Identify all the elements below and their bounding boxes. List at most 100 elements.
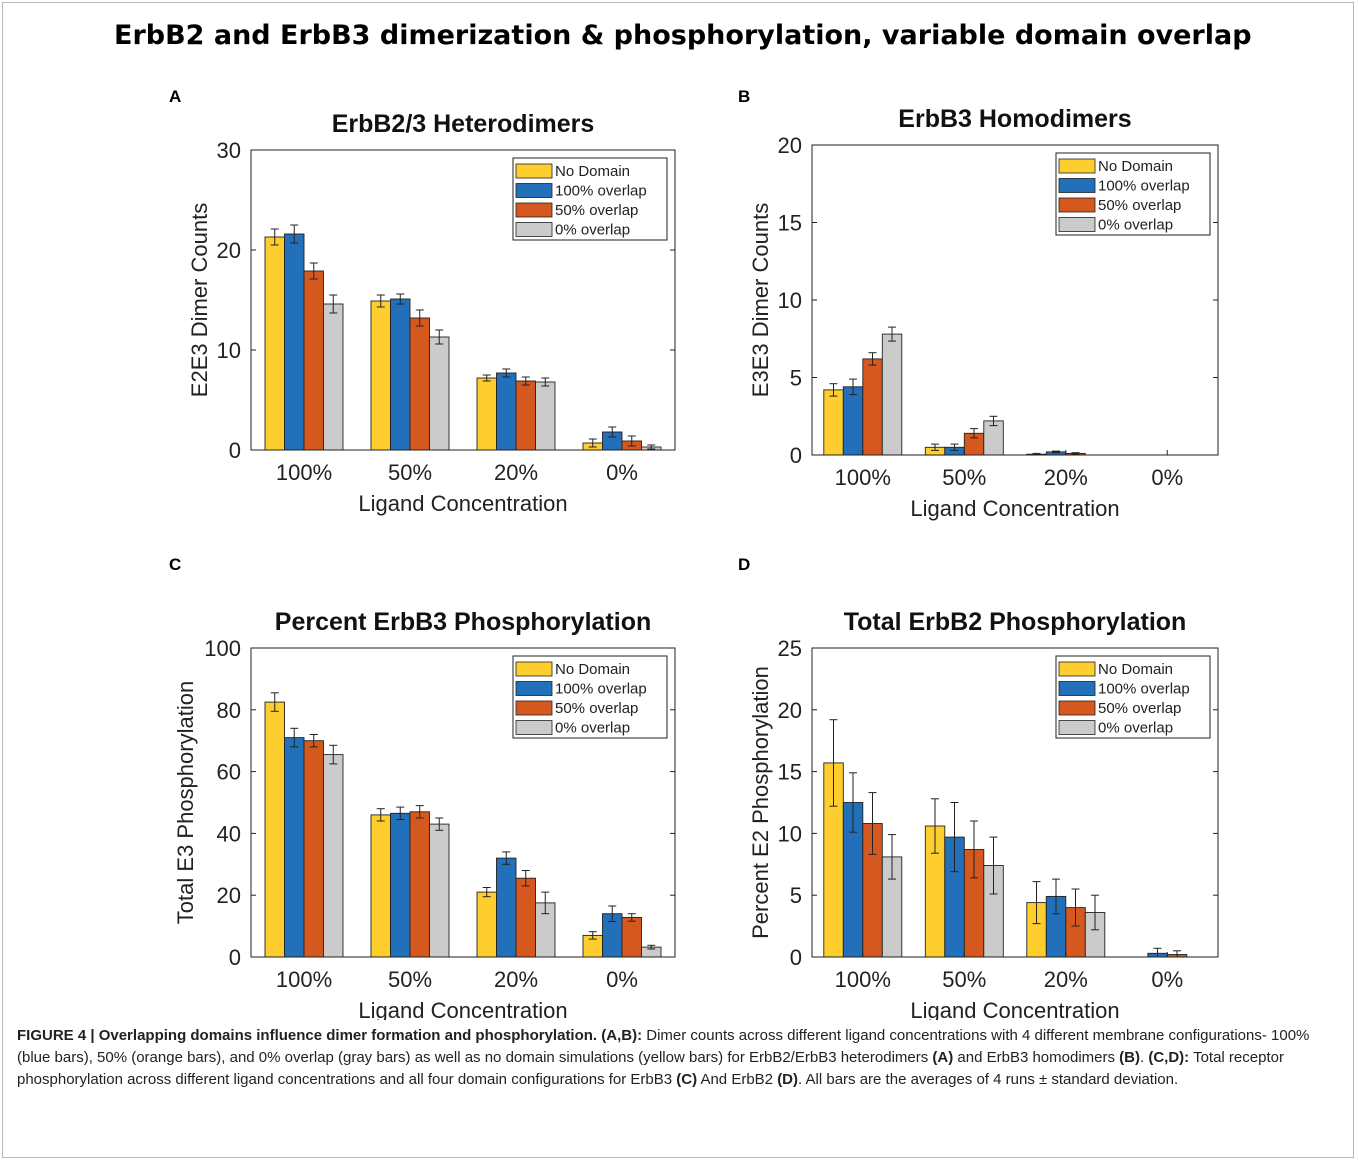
y-tick-label: 10 xyxy=(217,338,241,363)
caption-cd-label: (C,D): xyxy=(1148,1049,1190,1066)
y-tick-label: 80 xyxy=(217,698,241,723)
chart-panel-b: 0 5 10 15 20 100% 50% 20% 0% ErbB3 Homodimers Liga… xyxy=(748,105,1219,521)
chart-panel-c: 0 20 40 60 80 100 100% 50% 20% 0% Percent ErbB3 Ph… xyxy=(173,608,676,1020)
bar xyxy=(515,877,536,958)
panel-letter-b: B xyxy=(738,87,751,106)
x-tick-label: 100% xyxy=(276,967,332,992)
legend-label: No Domain xyxy=(555,163,630,180)
caption-ab-text: Dimer counts across different ligand con… xyxy=(17,1027,1310,1066)
legend-label: 0% overlap xyxy=(1098,720,1173,737)
bar xyxy=(476,891,497,958)
y-tick-label: 0 xyxy=(229,945,241,970)
x-axis-label: Ligand Concentration xyxy=(358,998,567,1020)
bar xyxy=(823,389,844,456)
x-tick-label: 100% xyxy=(835,967,891,992)
x-tick-label: 20% xyxy=(494,967,538,992)
bar xyxy=(881,333,903,456)
bar xyxy=(303,740,324,958)
bar xyxy=(535,381,556,451)
legend-swatch xyxy=(515,661,553,677)
chart-panel-d: 0 5 10 15 20 25 100% 50% 20% 0% Total ErbB2 Phosph… xyxy=(748,608,1219,1020)
legend: No Domain 100% overlap 50% overlap 0% overl… xyxy=(1055,152,1211,236)
bar xyxy=(842,386,864,456)
chart-title: Percent ErbB3 Phosphorylation xyxy=(275,608,651,636)
legend-swatch xyxy=(515,222,553,237)
caption-mid3: And ErbB2 xyxy=(697,1071,778,1088)
x-tick-label: 50% xyxy=(942,465,986,490)
legend-swatch xyxy=(1058,700,1096,716)
legend-label: No Domain xyxy=(1098,158,1173,175)
y-tick-label: 0 xyxy=(229,438,241,463)
legend-swatch xyxy=(1058,720,1096,735)
legend-label: 0% overlap xyxy=(555,720,630,737)
legend-label: 100% overlap xyxy=(555,183,647,200)
x-tick-label: 0% xyxy=(606,967,638,992)
axes-box xyxy=(811,647,1219,958)
bar xyxy=(862,358,883,456)
bar xyxy=(284,233,305,451)
x-tick-label: 50% xyxy=(388,460,432,485)
y-tick-label: 15 xyxy=(778,211,802,236)
y-tick-label: 60 xyxy=(217,760,241,785)
y-tick-label: 10 xyxy=(778,288,802,313)
legend-swatch xyxy=(1058,217,1096,232)
legend-swatch xyxy=(515,720,553,735)
legend-label: 50% overlap xyxy=(1098,197,1181,214)
legend-label: 50% overlap xyxy=(555,202,638,219)
y-tick-label: 15 xyxy=(778,760,802,785)
legend-swatch xyxy=(1058,178,1096,193)
bar xyxy=(370,814,391,958)
bar xyxy=(429,336,450,451)
bar xyxy=(370,300,391,451)
legend-label: 0% overlap xyxy=(1098,217,1173,234)
caption-ref-a: (A) xyxy=(932,1049,954,1066)
bar xyxy=(284,737,305,958)
x-tick-label: 100% xyxy=(835,465,891,490)
y-tick-label: 5 xyxy=(790,883,802,908)
legend-label: 100% overlap xyxy=(1098,681,1190,698)
legend-label: 50% overlap xyxy=(1098,700,1181,717)
legend: No Domain 100% overlap 50% overlap 0% overl… xyxy=(512,655,668,739)
legend-swatch xyxy=(1058,681,1096,696)
y-tick-label: 5 xyxy=(790,366,802,391)
legend: No Domain 100% overlap 50% overlap 0% overl… xyxy=(512,157,668,241)
caption-mid2: . xyxy=(1140,1049,1149,1066)
legend-swatch xyxy=(1058,661,1096,677)
caption-lead: FIGURE 4 | Overlapping domains influence… xyxy=(17,1027,598,1044)
axes-box xyxy=(250,149,676,451)
caption-ref-b: (B) xyxy=(1119,1049,1140,1066)
legend-swatch xyxy=(515,202,553,218)
legend-swatch xyxy=(515,700,553,716)
bar xyxy=(390,812,411,958)
legend-label: 100% overlap xyxy=(1098,178,1190,195)
bar xyxy=(621,916,642,958)
bar xyxy=(323,754,344,958)
legend-label: 0% overlap xyxy=(555,222,630,239)
x-tick-label: 0% xyxy=(606,460,638,485)
panel-letter-d: D xyxy=(738,555,751,574)
y-axis-label: E2E3 Dimer Counts xyxy=(187,203,212,397)
bar xyxy=(409,317,430,451)
x-axis-label: Ligand Concentration xyxy=(910,496,1119,521)
y-tick-label: 10 xyxy=(778,821,802,846)
legend-swatch xyxy=(515,183,553,198)
x-tick-label: 20% xyxy=(1044,967,1088,992)
y-tick-label: 20 xyxy=(217,238,241,263)
caption-ab-label: (A,B): xyxy=(601,1027,643,1044)
x-tick-label: 20% xyxy=(494,460,538,485)
panel-letter-c: C xyxy=(169,555,182,574)
bar xyxy=(476,377,497,451)
x-axis-label: Ligand Concentration xyxy=(910,998,1119,1020)
x-tick-label: 0% xyxy=(1151,465,1183,490)
y-axis-label: Percent E2 Phosphorylation xyxy=(748,666,773,939)
legend-swatch xyxy=(1058,197,1096,213)
x-axis-label: Ligand Concentration xyxy=(358,491,567,516)
chart-title: Total ErbB2 Phosphorylation xyxy=(844,608,1187,636)
bar xyxy=(429,823,450,958)
bar xyxy=(323,303,344,451)
bar xyxy=(496,372,517,451)
legend-label: No Domain xyxy=(1098,661,1173,678)
y-tick-label: 20 xyxy=(778,133,802,158)
